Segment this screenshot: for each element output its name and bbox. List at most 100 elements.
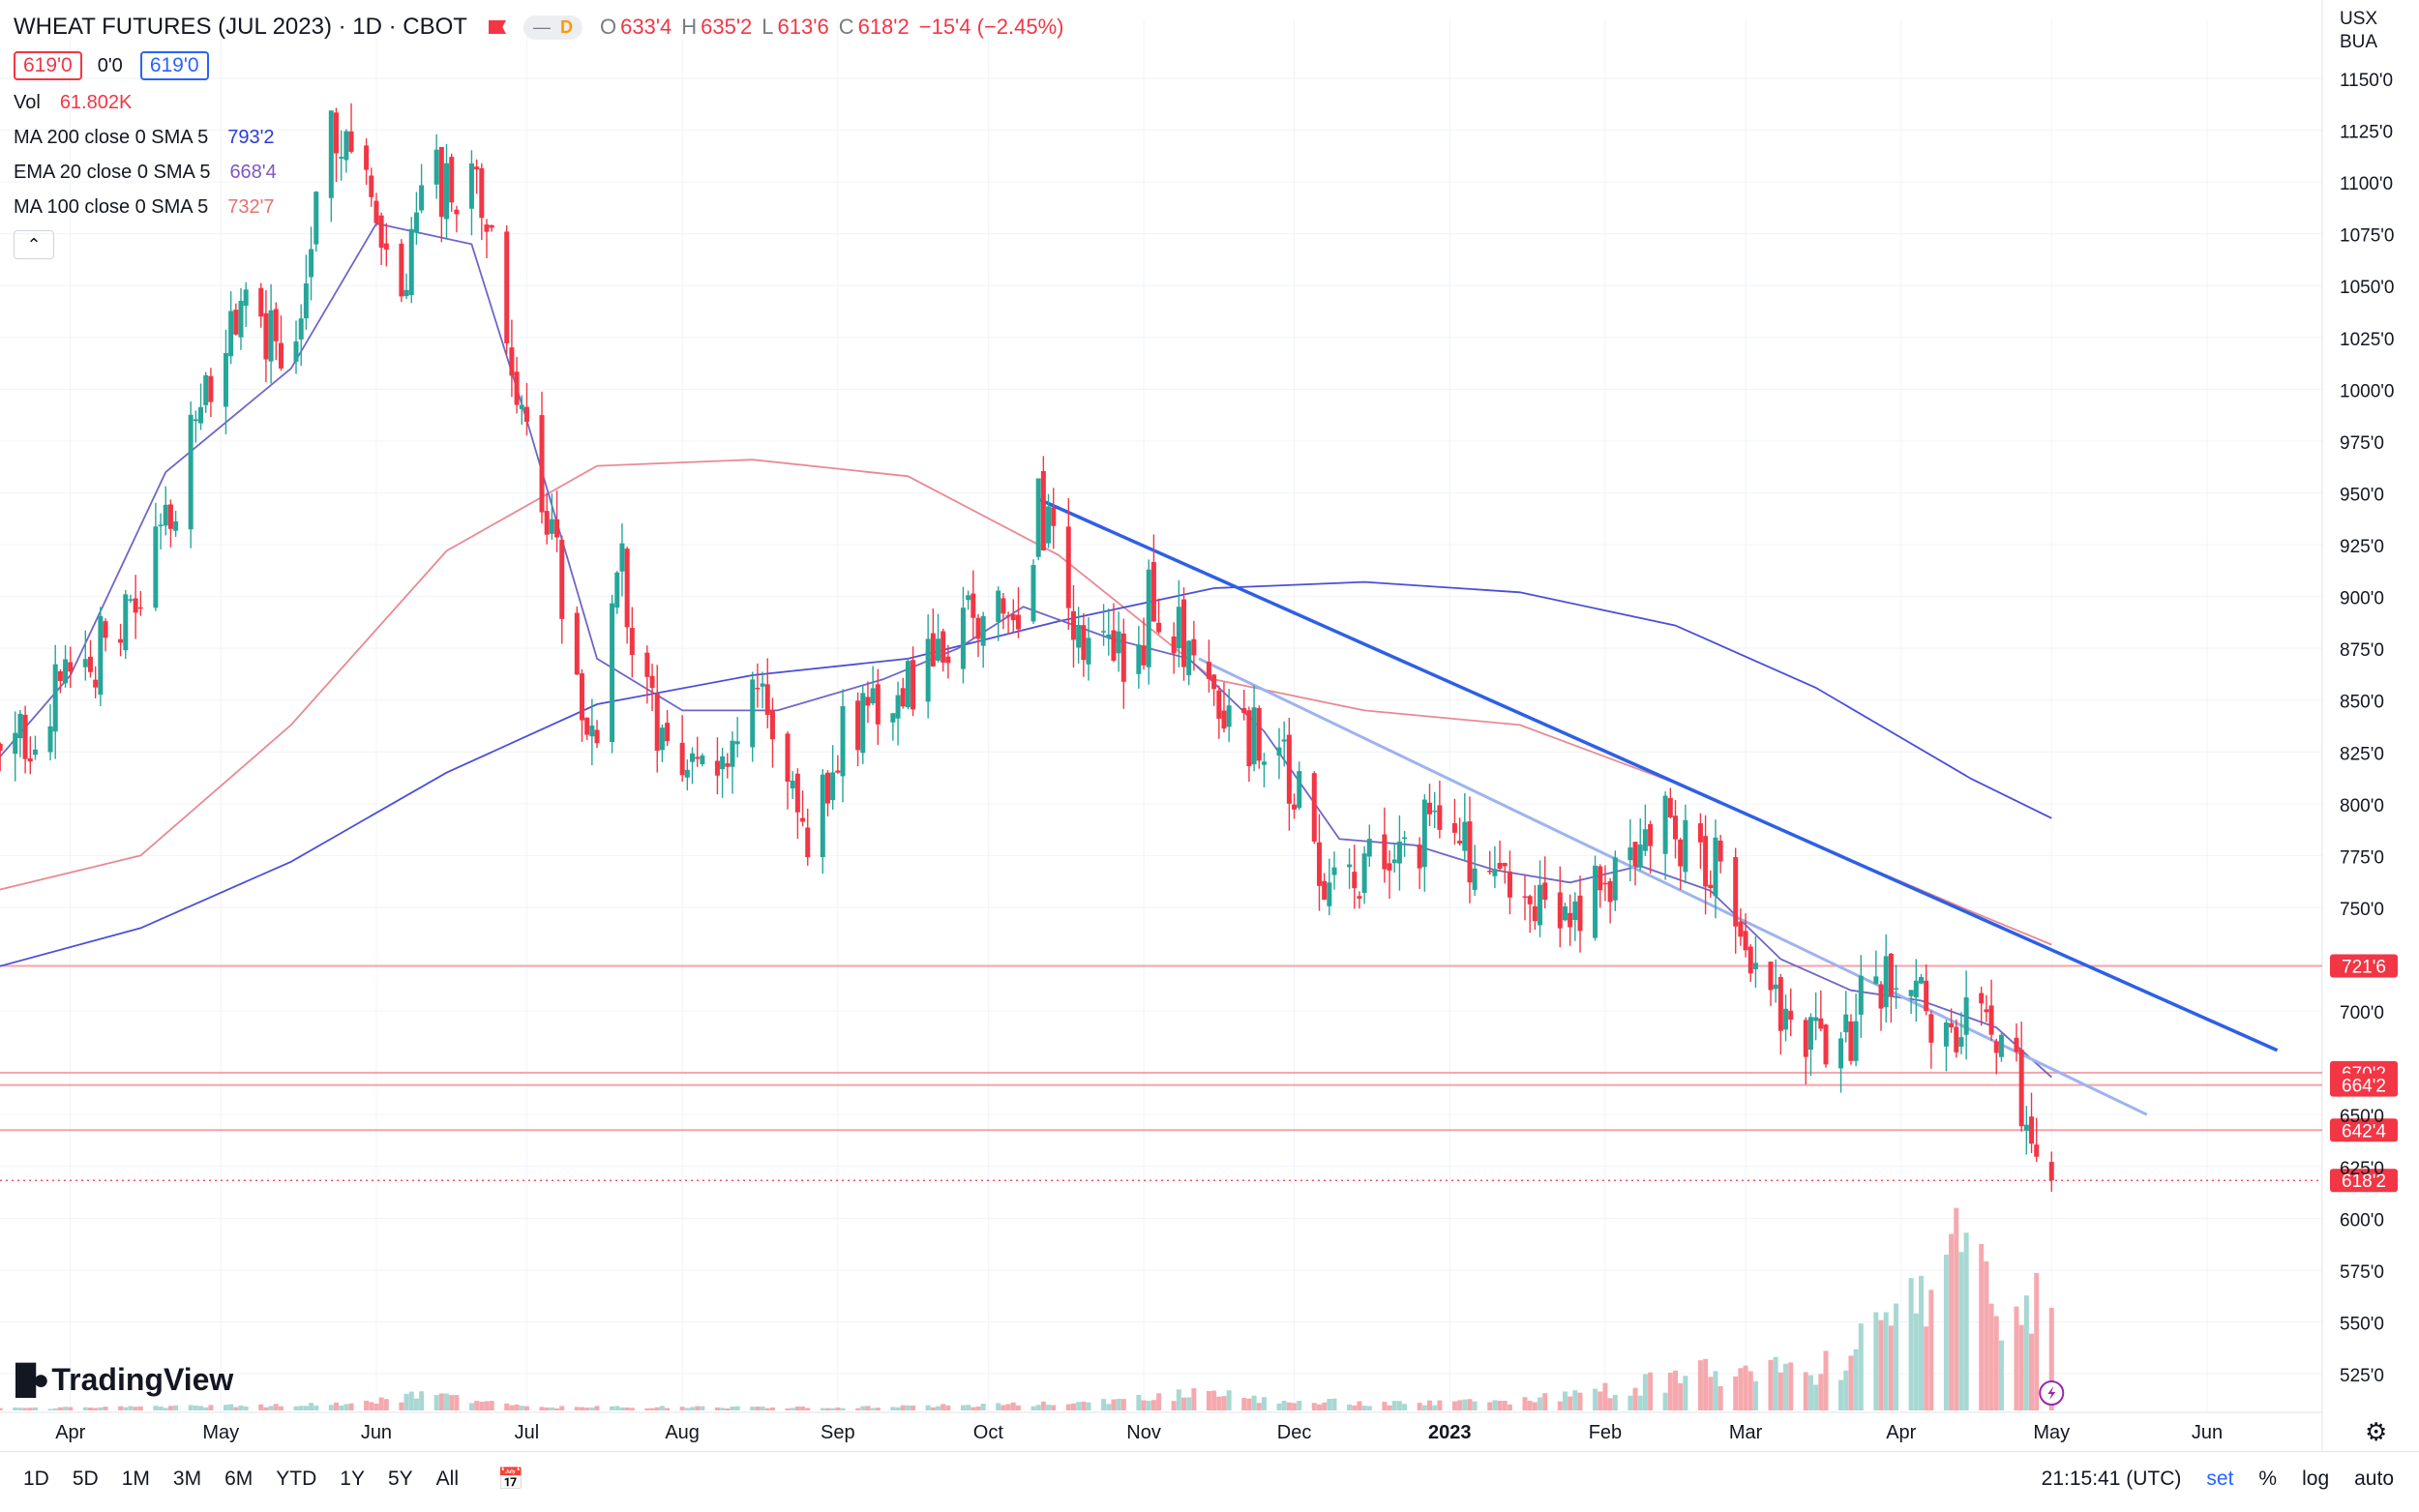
volume-bar — [167, 1406, 173, 1410]
timeframe-button[interactable]: 1M — [121, 1468, 150, 1490]
timeframe-button[interactable]: 5Y — [387, 1468, 413, 1490]
log-toggle[interactable]: log — [2302, 1468, 2330, 1490]
candle-body — [1713, 837, 1718, 897]
calendar-icon[interactable]: 📅 — [497, 1467, 524, 1491]
volume-bar — [895, 1407, 901, 1410]
tradingview-logo[interactable]: █● TradingView — [15, 1362, 233, 1398]
candle-body — [644, 652, 650, 677]
volume-bar — [1396, 1401, 1402, 1410]
candle-body — [1568, 912, 1573, 928]
candle-body — [1451, 822, 1457, 833]
indicator-row[interactable]: MA 100 close 0 SMA 5 732'7 — [14, 190, 1073, 224]
candle-body — [1612, 857, 1618, 901]
timeframe-button[interactable]: 5D — [72, 1468, 99, 1490]
volume-bar — [1963, 1232, 1969, 1410]
gear-icon[interactable]: ⚙ — [2365, 1417, 2388, 1446]
volume-bar — [484, 1401, 490, 1410]
buy-box[interactable]: 619'0 — [139, 51, 209, 80]
time-readout[interactable]: 21:15:41 (UTC) — [2041, 1468, 2182, 1490]
symbol-title[interactable]: WHEAT FUTURES (JUL 2023) · 1D · CBOT — [14, 14, 467, 40]
volume-bar — [1954, 1207, 1959, 1410]
auto-toggle[interactable]: auto — [2354, 1468, 2394, 1490]
lightning-glyph — [2047, 1386, 2056, 1400]
volume-bar — [684, 1408, 690, 1410]
low-value: 613'6 — [777, 15, 829, 39]
volume-bar — [1738, 1368, 1744, 1410]
timeframe-button[interactable]: 6M — [224, 1468, 254, 1490]
volume-bar — [454, 1395, 460, 1410]
volume-bar — [1216, 1396, 1222, 1410]
volume-bar — [1181, 1397, 1187, 1410]
candle-body — [339, 157, 344, 159]
candle-body — [47, 726, 53, 753]
candle-body — [1807, 1017, 1813, 1051]
price-scale-header[interactable]: USX BUA — [2340, 8, 2377, 54]
timeframe-button[interactable]: 1Y — [340, 1468, 365, 1490]
volume-bar — [489, 1401, 494, 1410]
candle-body — [32, 749, 38, 756]
volume-bar — [911, 1406, 916, 1410]
price-level-label: 664'2 — [2342, 1077, 2386, 1097]
volume-bar — [941, 1404, 946, 1410]
candle-body — [790, 781, 795, 789]
volume-bar — [1457, 1400, 1463, 1410]
volume-bar — [153, 1406, 159, 1410]
candle-body — [800, 817, 806, 822]
candle-body — [549, 519, 554, 534]
x-tick-label: Aug — [665, 1422, 700, 1443]
volume-bar — [1708, 1377, 1714, 1410]
volume-bar — [298, 1406, 304, 1410]
y-tick-label: 525'0 — [2340, 1366, 2384, 1386]
volume-bar — [1402, 1404, 1408, 1410]
volume-bar — [1507, 1404, 1512, 1410]
indicator-row[interactable]: EMA 20 close 0 SMA 5 668'4 — [14, 155, 1073, 190]
y-tick-label: 600'0 — [2340, 1210, 2384, 1230]
low-label: L — [762, 15, 774, 39]
flag-icon[interactable] — [488, 20, 506, 34]
candle-body — [619, 543, 625, 572]
volume-bar — [1678, 1382, 1684, 1410]
candle-body — [1562, 906, 1568, 921]
volume-bar — [539, 1407, 545, 1410]
candle-body — [911, 660, 916, 710]
candle-body — [695, 756, 701, 759]
chevron-up-icon[interactable]: ⌃ — [14, 230, 54, 259]
candle-body — [1598, 866, 1603, 891]
volume-bar — [665, 1408, 671, 1410]
set-toggle[interactable]: set — [2206, 1468, 2234, 1490]
candle-body — [835, 770, 841, 773]
x-tick-label: Apr — [55, 1422, 85, 1443]
y-tick-label: 925'0 — [2340, 537, 2384, 557]
candle-body — [373, 200, 379, 223]
candle-body — [1081, 625, 1087, 661]
market-status-pill[interactable]: — D — [523, 15, 582, 40]
candle-body — [238, 301, 244, 338]
volume-bar — [695, 1406, 701, 1410]
volume-bar — [619, 1407, 625, 1410]
candle-body — [1417, 845, 1422, 869]
candle-body — [1000, 598, 1006, 614]
candle-body — [1954, 1026, 1959, 1052]
timeframe-button[interactable]: YTD — [276, 1468, 317, 1490]
timeframe-button[interactable]: 1D — [23, 1468, 49, 1490]
volume-bar — [158, 1406, 164, 1410]
timeframe-button[interactable]: 3M — [172, 1468, 202, 1490]
volume-bar — [193, 1405, 198, 1410]
timeframe-button[interactable]: All — [435, 1468, 459, 1490]
volume-bar — [339, 1405, 344, 1410]
candle-body — [755, 687, 761, 690]
candle-body — [1171, 636, 1177, 654]
volume-bar — [314, 1405, 319, 1410]
candle-body — [684, 769, 690, 778]
indicator-row[interactable]: Vol 61.802K — [14, 85, 1073, 120]
volume-bar — [378, 1397, 384, 1410]
volume-bar — [966, 1405, 971, 1410]
candle-body — [860, 693, 866, 754]
sell-box[interactable]: 619'0 — [14, 51, 82, 80]
indicator-row[interactable]: MA 200 close 0 SMA 5 793'2 — [14, 120, 1073, 155]
candle-body — [975, 617, 981, 639]
volume-bar — [1949, 1233, 1955, 1410]
percent-toggle[interactable]: % — [2258, 1468, 2278, 1490]
volume-bar — [1120, 1399, 1126, 1410]
